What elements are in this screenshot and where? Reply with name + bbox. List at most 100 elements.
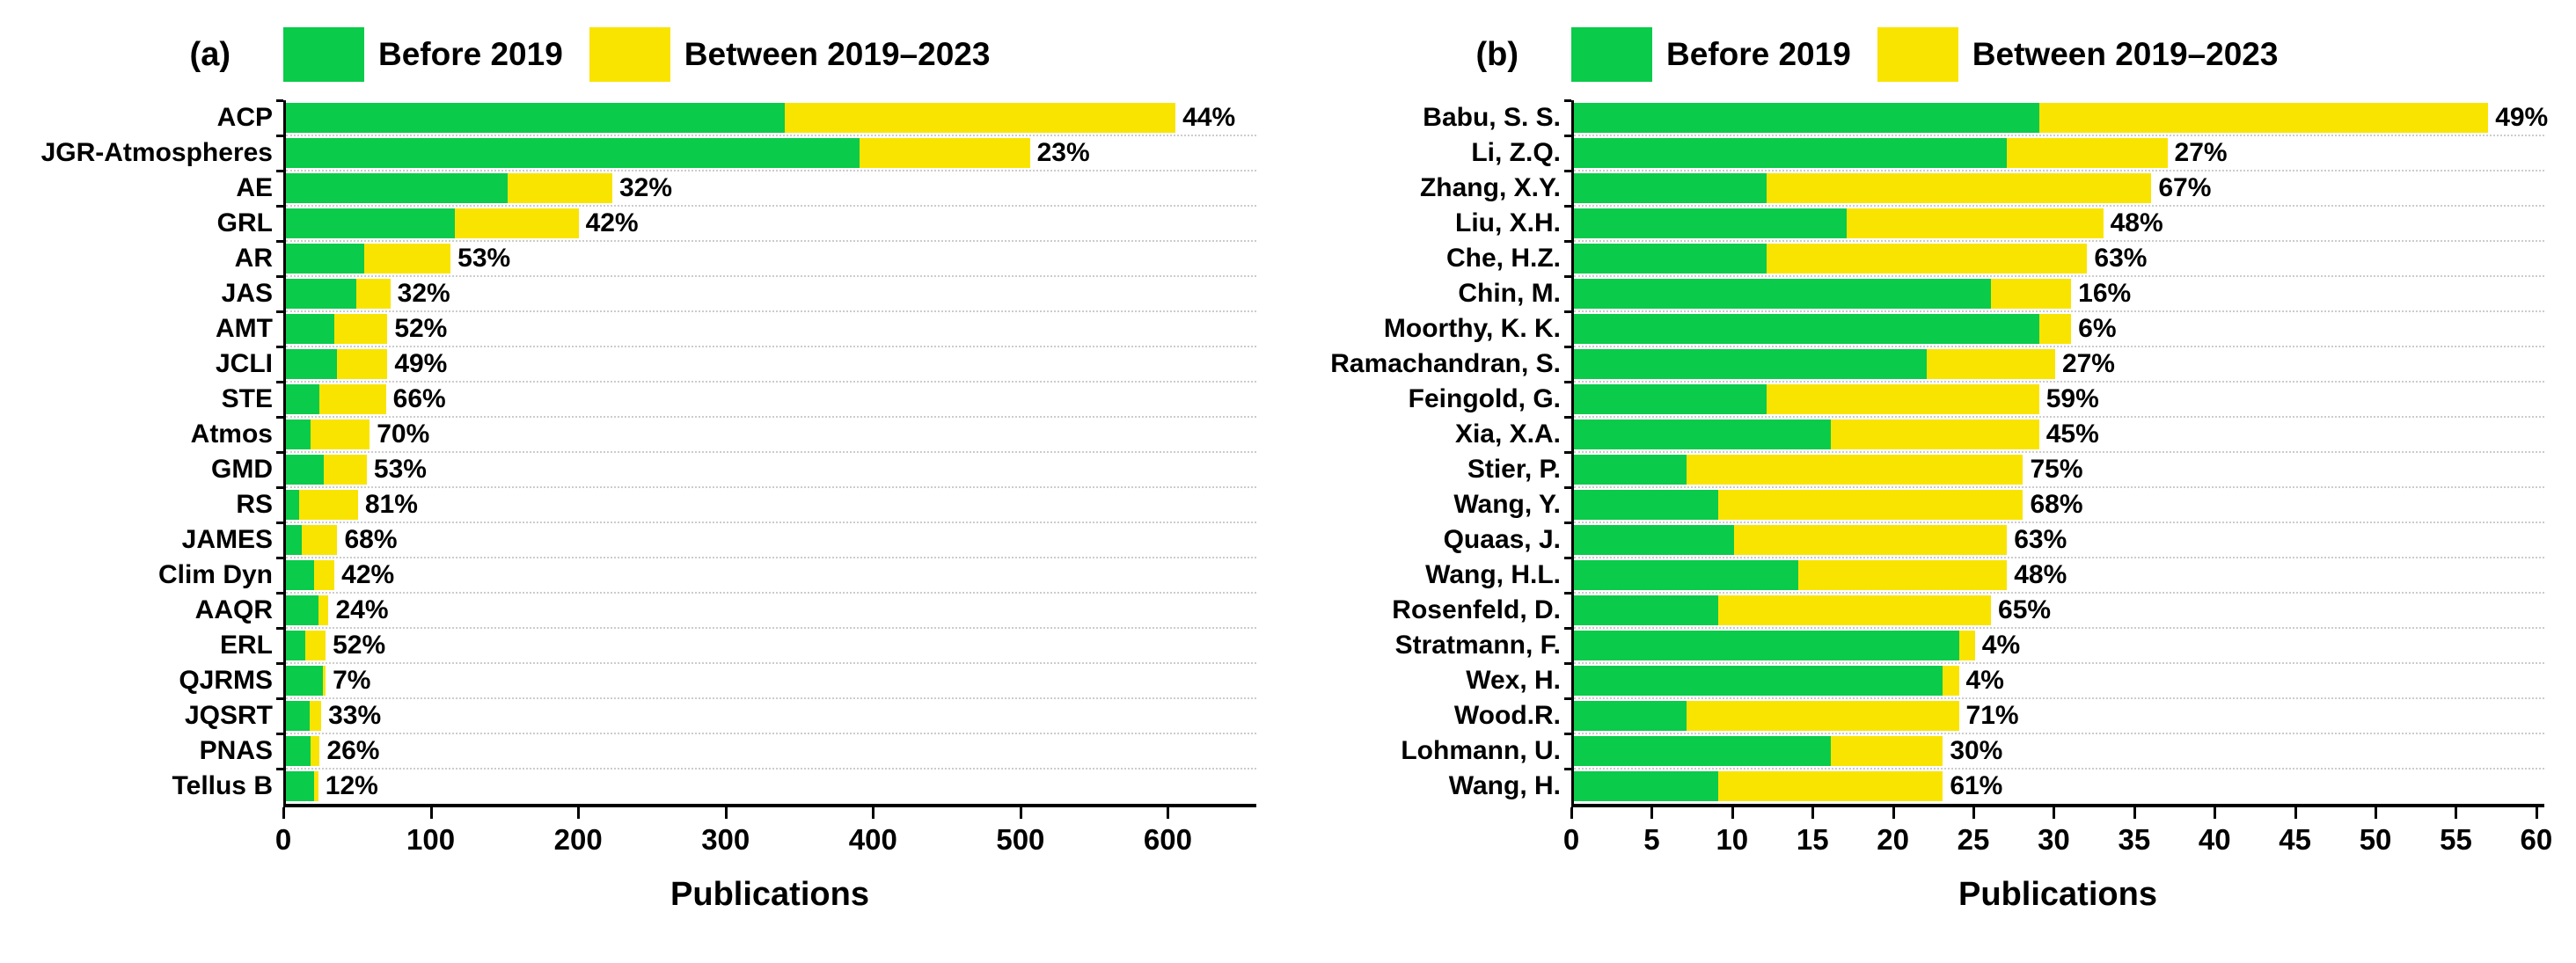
bar-track: 32% bbox=[276, 170, 1256, 206]
bar-percent-label: 49% bbox=[394, 349, 448, 378]
bar-row: Liu, X.H. 48% bbox=[1293, 205, 2544, 241]
bar-percent-label: 67% bbox=[2158, 173, 2212, 202]
stacked-bar bbox=[286, 208, 1256, 238]
stacked-bar bbox=[286, 771, 1256, 801]
bar-percent-label: 52% bbox=[333, 631, 386, 660]
x-tick-label: 25 bbox=[1957, 823, 1990, 856]
bar-segment-before-2019 bbox=[286, 595, 318, 625]
bar-segment-between-2019-2023 bbox=[1846, 208, 2104, 238]
bar-row: STE 66% bbox=[5, 381, 1256, 417]
category-label: AE bbox=[236, 173, 273, 202]
bar-track: 63% bbox=[1564, 240, 2544, 276]
category-label: Chin, M. bbox=[1458, 279, 1561, 308]
stacked-bar bbox=[1574, 631, 2544, 660]
bar-percent-label: 66% bbox=[392, 384, 446, 413]
bar-segment-before-2019 bbox=[1574, 138, 2008, 168]
bar-percent-label: 71% bbox=[1965, 701, 2019, 730]
stacked-bar bbox=[286, 525, 1256, 555]
bar-percent-label: 42% bbox=[585, 208, 639, 237]
row-gridline bbox=[286, 486, 1256, 488]
bar-percent-label: 12% bbox=[325, 771, 378, 800]
category-label: Clim Dyn bbox=[157, 560, 273, 589]
bar-percent-label: 61% bbox=[1950, 771, 2003, 800]
category-label: JAMES bbox=[181, 525, 273, 554]
bar-row: Che, H.Z. 63% bbox=[1293, 240, 2544, 276]
x-tick-mark bbox=[872, 807, 875, 819]
category-label: Stratmann, F. bbox=[1394, 631, 1561, 660]
y-axis-tick bbox=[276, 99, 283, 102]
bar-row: Lohmann, U. 30% bbox=[1293, 733, 2544, 769]
row-gridline bbox=[1574, 733, 2544, 734]
bar-track: 49% bbox=[1564, 99, 2548, 135]
x-tick-label: 55 bbox=[2440, 823, 2472, 856]
bar-segment-between-2019-2023 bbox=[309, 701, 322, 731]
bar-row: Wang, H.L. 48% bbox=[1293, 557, 2544, 593]
bar-percent-label: 32% bbox=[619, 173, 673, 202]
bar-row: Wex, H. 4% bbox=[1293, 662, 2544, 698]
bar-track: 24% bbox=[276, 592, 1256, 628]
bar-segment-between-2019-2023 bbox=[313, 771, 318, 801]
stacked-bar bbox=[1574, 173, 2544, 203]
stacked-bar bbox=[286, 103, 1256, 133]
bar-row: Wood.R. 71% bbox=[1293, 697, 2544, 733]
bar-segment-between-2019-2023 bbox=[859, 138, 1030, 168]
stacked-bar bbox=[286, 384, 1256, 414]
bar-segment-between-2019-2023 bbox=[304, 631, 326, 660]
bar-percent-label: 24% bbox=[335, 595, 389, 624]
stacked-bar bbox=[286, 631, 1256, 660]
bar-track: 33% bbox=[276, 697, 1256, 733]
stacked-bar bbox=[286, 279, 1256, 309]
legend-swatch-before-2019 bbox=[283, 27, 364, 82]
legend-label-between-2019-2023: Between 2019–2023 bbox=[684, 36, 991, 72]
x-axis: 0 100 200 300 400 500 600 bbox=[275, 804, 1256, 869]
bar-row: Moorthy, K. K. 6% bbox=[1293, 310, 2544, 347]
category-label: AAQR bbox=[194, 595, 273, 624]
bar-row: Ramachandran, S. 27% bbox=[1293, 346, 2544, 382]
bar-percent-label: 32% bbox=[397, 279, 450, 308]
x-tick-mark bbox=[282, 807, 285, 819]
bar-row: Atmos 70% bbox=[5, 416, 1256, 452]
x-tick-mark bbox=[724, 807, 728, 819]
bar-segment-between-2019-2023 bbox=[1991, 279, 2072, 309]
bar-segment-before-2019 bbox=[286, 490, 300, 520]
x-tick-label: 500 bbox=[996, 823, 1045, 856]
bar-percent-label: 48% bbox=[2014, 560, 2067, 589]
bar-row: GRL 42% bbox=[5, 205, 1256, 241]
bar-segment-before-2019 bbox=[1574, 349, 1928, 379]
y-axis-tick bbox=[276, 381, 283, 383]
stacked-bar bbox=[1574, 314, 2544, 344]
y-axis-tick bbox=[276, 135, 283, 137]
y-axis-tick bbox=[1564, 135, 1571, 137]
y-axis-tick bbox=[1564, 205, 1571, 208]
x-tick-label: 400 bbox=[848, 823, 897, 856]
legend-label-before-2019: Before 2019 bbox=[378, 36, 563, 72]
stacked-bar bbox=[1574, 771, 2544, 801]
x-tick-label: 60 bbox=[2520, 823, 2553, 856]
bar-segment-before-2019 bbox=[286, 631, 305, 660]
bar-track: 6% bbox=[1564, 310, 2544, 347]
bar-segment-before-2019 bbox=[286, 138, 860, 168]
bar-track: 81% bbox=[276, 486, 1256, 522]
bar-segment-before-2019 bbox=[286, 736, 311, 766]
stacked-bar bbox=[1574, 455, 2544, 485]
y-axis-tick bbox=[276, 627, 283, 630]
y-axis-tick bbox=[1564, 275, 1571, 278]
bar-segment-before-2019 bbox=[286, 525, 303, 555]
row-gridline bbox=[1574, 697, 2544, 699]
x-tick-label: 600 bbox=[1143, 823, 1192, 856]
bar-percent-label: 4% bbox=[1981, 631, 2021, 660]
y-axis-tick bbox=[1564, 486, 1571, 489]
bar-segment-before-2019 bbox=[286, 244, 364, 274]
bar-track: 16% bbox=[1564, 275, 2544, 311]
category-label: Xia, X.A. bbox=[1454, 419, 1561, 449]
stacked-bar bbox=[286, 666, 1256, 696]
bar-row: ERL 52% bbox=[5, 627, 1256, 663]
bar-track: 53% bbox=[276, 451, 1256, 487]
bar-segment-before-2019 bbox=[1574, 244, 1767, 274]
legend-swatch-before-2019 bbox=[1571, 27, 1652, 82]
y-axis-tick bbox=[276, 275, 283, 278]
bar-row: Feingold, G. 59% bbox=[1293, 381, 2544, 417]
row-gridline bbox=[1574, 205, 2544, 207]
bar-segment-between-2019-2023 bbox=[508, 173, 612, 203]
bar-segment-between-2019-2023 bbox=[1958, 631, 1975, 660]
